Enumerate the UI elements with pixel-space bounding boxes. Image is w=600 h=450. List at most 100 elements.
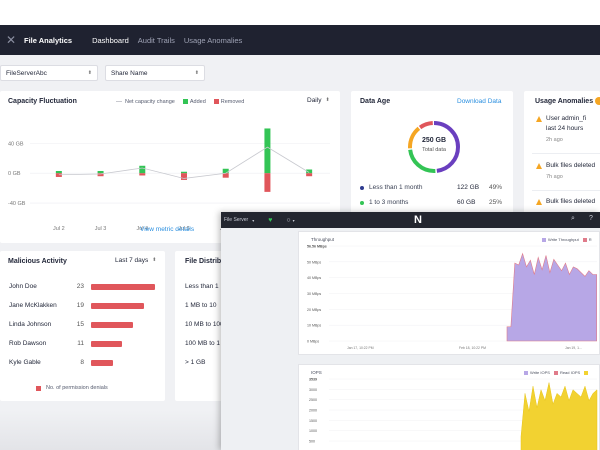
donut-segment [408, 121, 460, 173]
age-percent: 25% [489, 199, 503, 206]
help-icon[interactable]: ? [589, 215, 593, 222]
age-range-label: 1 to 3 months [369, 199, 409, 206]
y-tick-label: 0 MBps [307, 340, 319, 344]
card-title: Malicious Activity [8, 258, 67, 265]
y-tick-label: 20 MBps [307, 308, 321, 312]
user-name: Kyle Gable [9, 359, 41, 366]
card-title: File Distribu [185, 258, 226, 265]
legend-removed: Removed [213, 99, 244, 105]
card-title: Data Age [360, 98, 391, 105]
share-select[interactable]: Share Name ⬍ [105, 65, 205, 81]
user-name: Linda Johnson [9, 321, 52, 328]
iops-title: IOPS [311, 370, 322, 375]
chevron-down-icon[interactable]: ▾ [292, 217, 295, 223]
download-data-link[interactable]: Download Data [457, 98, 502, 105]
size-bucket-label: 1 MB to 10 [185, 302, 217, 309]
age-range-label: Less than 1 month [369, 184, 423, 191]
throughput-area [506, 252, 597, 342]
health-heart-icon[interactable]: ♥ [268, 216, 273, 224]
x-tick-label: Jul 2 [53, 226, 65, 232]
y-tick-label: 2000 [309, 409, 317, 413]
removed-bar [97, 173, 104, 177]
x-tick-label: Feb 18, 10:22 PM [459, 346, 486, 350]
settings-circle-icon[interactable]: ○ [286, 216, 291, 224]
x-tick-label: Jul 4 [136, 226, 148, 232]
bullet-dot [360, 201, 364, 205]
nutanix-logo: N [414, 214, 422, 226]
file-server-select[interactable]: FileServerAbc ⬍ [0, 65, 98, 81]
removed-bar [139, 173, 146, 176]
x-tick-label: Jul 5 [178, 226, 190, 232]
card-title: Usage Anomalies [535, 98, 594, 105]
warning-icon [536, 116, 542, 122]
throughput-legend: Write Throughput R [542, 237, 592, 242]
app-title: File Analytics [24, 35, 73, 45]
y-tick-label: 40 GB [8, 141, 24, 147]
chevron-updown-icon: ⬍ [87, 70, 92, 76]
x-tick-label: Jan 19, 1... [565, 346, 582, 350]
donut-total-label: Total data [422, 147, 446, 153]
size-bucket-label: 10 MB to 100 [185, 321, 224, 328]
warning-icon [536, 199, 542, 205]
tab-usage-anomalies[interactable]: Usage Anomalies [183, 35, 243, 45]
y-tick-label: 10 MBps [307, 324, 321, 328]
divider [532, 153, 600, 154]
iops-chart: 3539 3000 2500 2000 1500 1000 500 [309, 378, 598, 450]
age-size: 60 GB [457, 199, 476, 206]
y-tick-label: 3000 [309, 388, 317, 392]
added-bar [306, 169, 313, 174]
file-server-label[interactable]: File Server [224, 217, 249, 223]
iops-area [520, 382, 598, 450]
denial-bar [91, 341, 122, 347]
chart-legend: Net capacity change Added Removed [116, 99, 244, 105]
chevron-updown-icon: ⬍ [194, 70, 199, 76]
divider [532, 190, 600, 191]
added-bar [55, 170, 62, 174]
net-change-line [58, 146, 310, 179]
added-bar [139, 165, 146, 174]
tab-audit-trails[interactable]: Audit Trails [137, 35, 175, 45]
anomaly-time: 2h ago [546, 137, 563, 143]
x-tick-label: Jan 17, 10:22 PM [347, 346, 374, 350]
bullet-dot [360, 186, 364, 190]
donut-segment [408, 121, 460, 173]
chevron-down-icon[interactable]: ▾ [252, 217, 255, 223]
age-percent: 49% [489, 184, 503, 191]
removed-bar [55, 173, 62, 177]
removed-bar [264, 173, 271, 192]
throughput-card: Throughput Write Throughput R 56.56 MBps… [298, 231, 600, 355]
denial-bar [91, 284, 155, 290]
data-age-donut [408, 121, 460, 173]
anomaly-text: Bulk files deleted [546, 162, 596, 169]
removed-bar [222, 173, 229, 178]
throughput-title: Throughput [311, 237, 335, 242]
overlay-body: Throughput Write Throughput R 56.56 MBps… [221, 228, 600, 450]
y-tick-label: 30 MBps [307, 292, 321, 296]
close-icon[interactable]: ✕ [5, 33, 17, 47]
period-select[interactable]: Last 7 days ⬍ [115, 257, 156, 264]
malicious-activity-card: Malicious Activity Last 7 days ⬍ John Do… [0, 251, 165, 401]
data-age-card: Data Age Download Data 250 GB Total data… [351, 91, 513, 221]
y-tick-label: 50 MBps [307, 260, 321, 264]
denial-bar [91, 322, 133, 328]
performance-overlay-panel: File Server ▾ ♥ ○ ▾ N ⌕ ? Throughput Wri… [221, 212, 600, 450]
user-name: Rob Dawson [9, 340, 47, 347]
period-select[interactable]: Daily ⬍ [307, 97, 330, 104]
chevron-updown-icon: ⬍ [325, 97, 330, 103]
search-icon[interactable]: ⌕ [571, 215, 575, 222]
y-tick-label: 3539 [309, 378, 317, 382]
period-value: Last 7 days [115, 257, 149, 264]
iops-card: IOPS Write IOPS Read IOPS 3539 3000 2500 20… [298, 364, 600, 450]
y-tick-label: 1000 [309, 429, 317, 433]
y-tick-label: -40 GB [8, 201, 26, 207]
denial-count: 19 [76, 302, 84, 309]
anomaly-text: Bulk files deleted [546, 198, 596, 205]
user-name: John Doe [9, 283, 37, 290]
anomaly-count-badge [595, 97, 600, 105]
tab-dashboard[interactable]: Dashboard [92, 35, 129, 45]
denial-count: 15 [76, 321, 84, 328]
y-tick-label: 500 [309, 440, 315, 444]
size-bucket-label: Less than 1 [185, 283, 219, 290]
donut-segment [408, 121, 460, 173]
view-metric-details-link[interactable]: View metric details [140, 226, 195, 233]
